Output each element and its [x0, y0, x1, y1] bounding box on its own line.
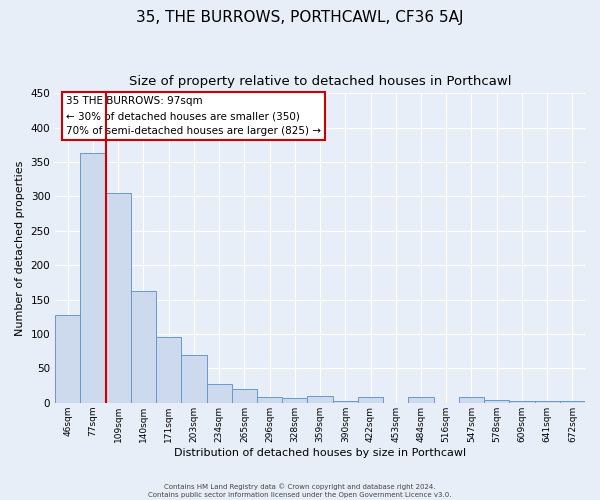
Bar [307, 396, 332, 403]
Bar [484, 400, 509, 403]
Text: 35 THE BURROWS: 97sqm
← 30% of detached houses are smaller (350)
70% of semi-det: 35 THE BURROWS: 97sqm ← 30% of detached … [66, 96, 321, 136]
Bar [55, 315, 80, 403]
Bar [409, 398, 434, 403]
X-axis label: Distribution of detached houses by size in Porthcawl: Distribution of detached houses by size … [174, 448, 466, 458]
Y-axis label: Number of detached properties: Number of detached properties [15, 160, 25, 336]
Bar [332, 402, 358, 403]
Bar [509, 402, 535, 403]
Text: Contains HM Land Registry data © Crown copyright and database right 2024.
Contai: Contains HM Land Registry data © Crown c… [148, 484, 452, 498]
Bar [257, 398, 282, 403]
Bar [358, 398, 383, 403]
Bar [131, 292, 156, 403]
Bar [282, 398, 307, 403]
Bar [106, 193, 131, 403]
Title: Size of property relative to detached houses in Porthcawl: Size of property relative to detached ho… [129, 75, 511, 88]
Bar [156, 338, 181, 403]
Bar [206, 384, 232, 403]
Bar [459, 398, 484, 403]
Bar [560, 402, 585, 403]
Bar [535, 402, 560, 403]
Bar [80, 153, 106, 403]
Bar [232, 389, 257, 403]
Bar [181, 354, 206, 403]
Text: 35, THE BURROWS, PORTHCAWL, CF36 5AJ: 35, THE BURROWS, PORTHCAWL, CF36 5AJ [136, 10, 464, 25]
